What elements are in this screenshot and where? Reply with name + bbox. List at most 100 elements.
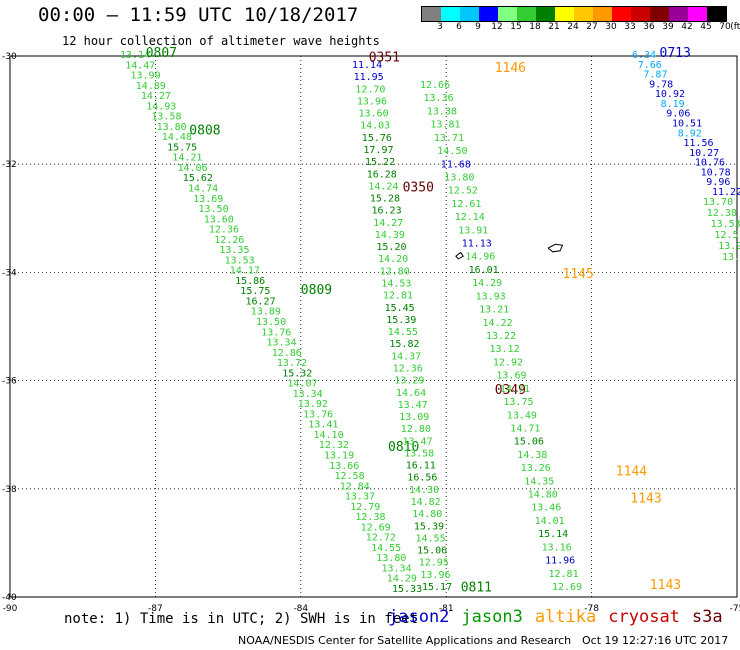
swh-value: 16.28 xyxy=(367,169,397,180)
swh-value: 12.92 xyxy=(493,357,523,368)
pass-time-label: 0350 xyxy=(403,180,434,195)
swh-value: 16.56 xyxy=(407,473,437,484)
legend-tick-label: 6 xyxy=(456,22,462,32)
swh-value: 15.82 xyxy=(389,339,419,350)
satellite-legend-item: altika xyxy=(534,607,597,627)
legend-swatch xyxy=(536,7,555,21)
legend-swatch xyxy=(650,7,669,21)
swh-value: 14.03 xyxy=(360,121,390,132)
pass-time-label: 0810 xyxy=(388,440,419,455)
swh-value: 14.29 xyxy=(472,278,502,289)
legend-swatch xyxy=(460,7,479,21)
legend-swatch xyxy=(517,7,536,21)
swh-value: 14.35 xyxy=(524,476,554,487)
swh-value: 14.06 xyxy=(178,163,208,174)
swh-value: 13.34 xyxy=(293,389,323,400)
swh-value: 10.92 xyxy=(655,89,685,100)
credit-line: NOAA/NESDIS Center for Satellite Applica… xyxy=(238,634,572,647)
swh-value: 13.14 xyxy=(120,50,150,61)
swh-value: 6.34 xyxy=(632,50,656,61)
legend-tick-label: 36 xyxy=(643,22,655,32)
swh-value: 13.36 xyxy=(424,93,454,104)
legend-swatch xyxy=(631,7,650,21)
swh-value: 15.62 xyxy=(183,173,213,184)
pass-time-label: 1143 xyxy=(650,578,681,593)
legend-tick-label: 3 xyxy=(437,22,443,32)
swh-value: 12.52 xyxy=(448,186,478,197)
swh-value: 13.71 xyxy=(434,133,464,144)
swh-value: 12.5 xyxy=(714,230,738,241)
x-tick-label: -84 xyxy=(293,604,308,614)
chart-title: 00:00 – 11:59 UTC 10/18/2017 xyxy=(38,4,359,26)
swh-value: 15.28 xyxy=(370,194,400,205)
swh-value: 13.80 xyxy=(376,553,406,564)
swh-value: 12.81 xyxy=(549,569,579,580)
swh-value: 15.14 xyxy=(538,529,568,540)
swh-value: 12.38 xyxy=(707,208,737,219)
swh-value: 11.56 xyxy=(683,138,713,149)
swh-value: 15.22 xyxy=(365,157,395,168)
swh-value: 14.50 xyxy=(437,146,467,157)
swh-value: 9.06 xyxy=(666,109,690,120)
pass-time-label: 1146 xyxy=(495,61,526,76)
swh-value: 13.60 xyxy=(359,109,389,120)
y-tick-label: -38 xyxy=(2,485,17,495)
legend-tick-label: 21 xyxy=(548,22,560,32)
swh-value: 14.37 xyxy=(391,351,421,362)
swh-value: 13.58 xyxy=(151,112,181,123)
satellite-legend-item: cryosat xyxy=(608,607,680,627)
swh-value: 12.14 xyxy=(455,212,485,223)
swh-value: 15.06 xyxy=(514,437,544,448)
swh-value: 15.76 xyxy=(362,133,392,144)
swh-value: 12.36 xyxy=(393,364,423,375)
swh-value: 13.69 xyxy=(496,371,526,382)
swh-value: 11.95 xyxy=(354,72,384,83)
swh-value: 15.86 xyxy=(235,276,265,287)
legend-swatch xyxy=(593,7,612,21)
legend-unit-label: (ft) xyxy=(730,22,740,32)
legend-swatch xyxy=(498,7,517,21)
swh-value: 13.29 xyxy=(394,376,424,387)
swh-value: 13.22 xyxy=(486,331,516,342)
swh-value: 14.47 xyxy=(125,60,155,71)
swh-value: 12.86 xyxy=(272,348,302,359)
swh-value: 16.01 xyxy=(469,265,499,276)
pass-time-label: 0713 xyxy=(660,46,691,61)
swh-value: 13.46 xyxy=(531,503,561,514)
swh-value: 15.17 xyxy=(422,582,452,593)
x-tick-label: -90 xyxy=(3,604,18,614)
pass-time-label: 0807 xyxy=(146,46,177,61)
swh-value: 7.66 xyxy=(638,60,662,71)
pass-time-label: 0349 xyxy=(495,383,526,398)
swh-value: 11.96 xyxy=(545,556,575,567)
swh-value: 11.22 xyxy=(712,187,740,198)
swh-value: 13.53 xyxy=(711,219,740,230)
pass-time-label: 0808 xyxy=(189,123,220,138)
legend-tick-label: 18 xyxy=(529,22,541,32)
swh-value: 13.38 xyxy=(427,106,457,117)
satellite-legend-item: jason3 xyxy=(461,607,523,627)
swh-value: 14.89 xyxy=(136,81,166,92)
x-tick-label: -81 xyxy=(439,604,454,614)
swh-value: 14.55 xyxy=(388,327,418,338)
swh-value: 12.58 xyxy=(335,471,365,482)
legend-swatch xyxy=(422,7,441,21)
swh-value: 9.78 xyxy=(649,79,673,90)
swh-value: 13.72 xyxy=(277,358,307,369)
x-tick-label: -87 xyxy=(148,604,163,614)
swh-value: 13.58 xyxy=(404,449,434,460)
swh-value: 13.96 xyxy=(357,96,387,107)
swh-value: 13.47 xyxy=(403,436,433,447)
swh-value: 16.27 xyxy=(246,297,276,308)
swh-value: 12.79 xyxy=(350,502,380,513)
swh-value: 14.27 xyxy=(141,91,171,102)
swh-value: 8.92 xyxy=(678,128,702,139)
swh-value: 14.53 xyxy=(381,279,411,290)
swh-value: 12.70 xyxy=(355,84,385,95)
swh-value: 13.34 xyxy=(382,564,412,575)
swh-value: 14.82 xyxy=(411,497,441,508)
legend-tick-label: 45 xyxy=(700,22,712,32)
legend-swatch xyxy=(669,7,688,21)
swh-value: 10.76 xyxy=(695,158,725,169)
chart-note: note: 1) Time is in UTC; 2) SWH is in fe… xyxy=(64,611,419,627)
